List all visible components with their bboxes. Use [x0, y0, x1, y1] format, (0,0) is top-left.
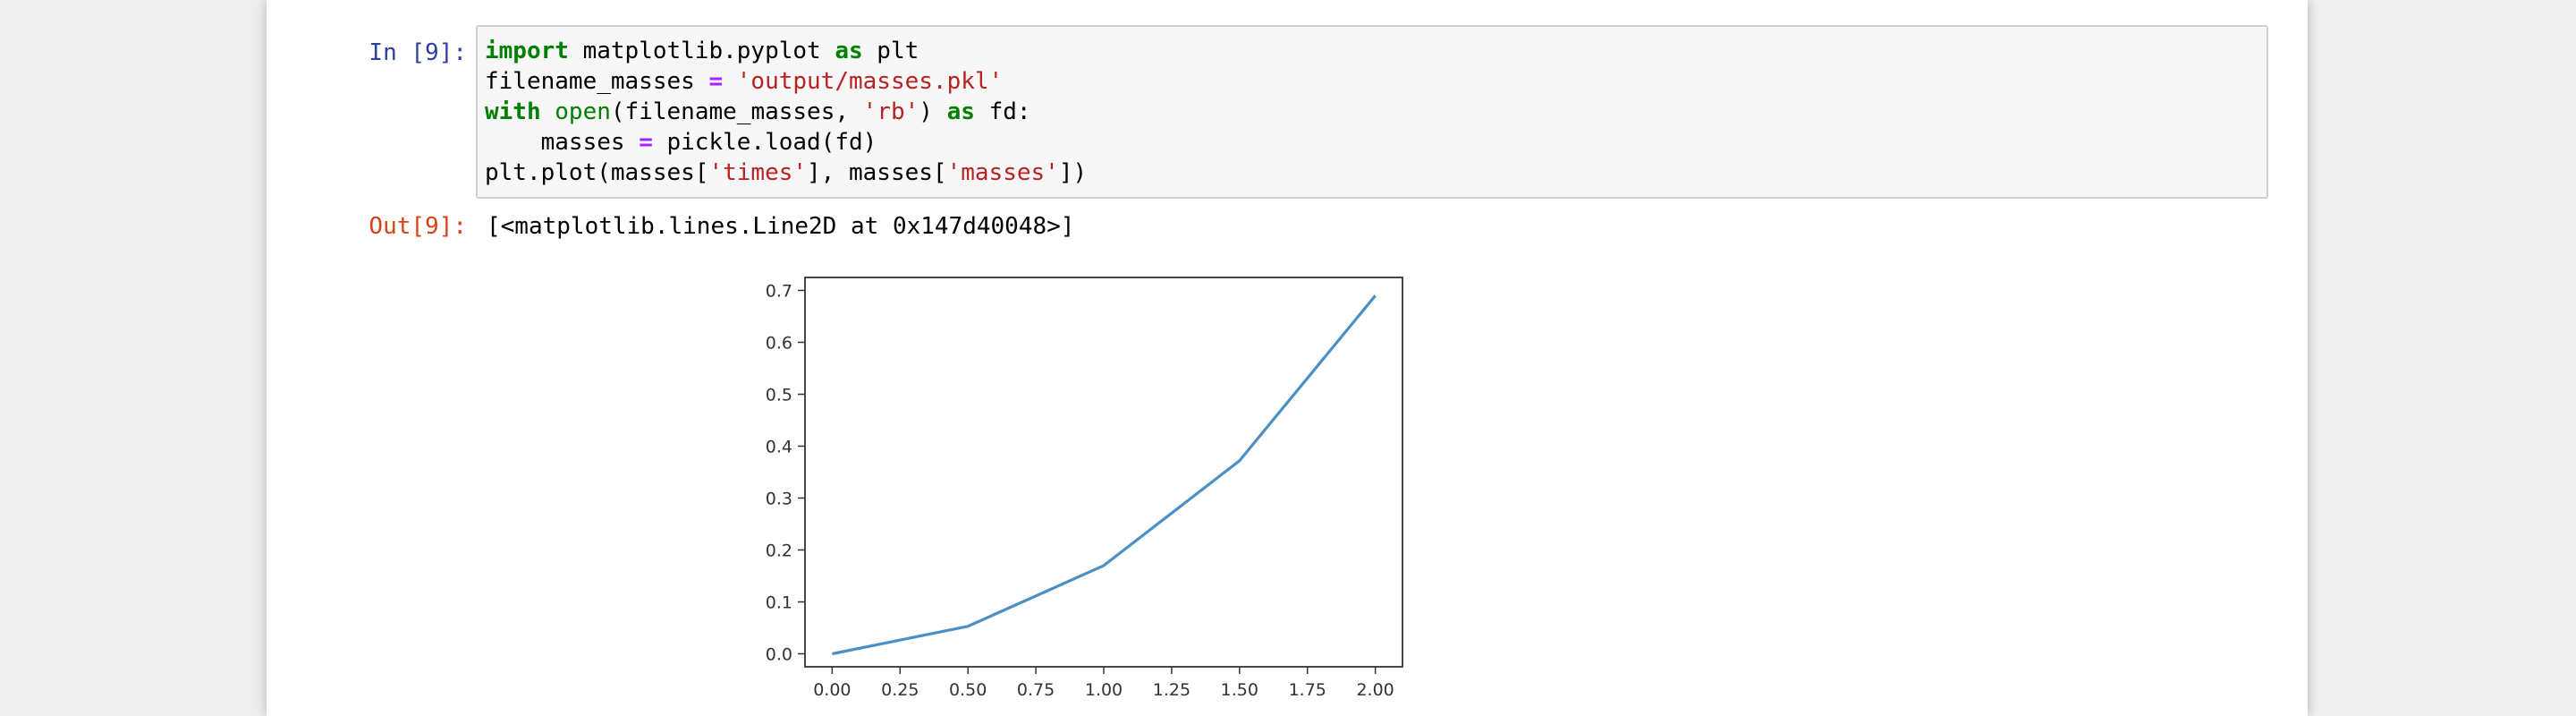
string-literal: 'masses': [946, 159, 1059, 186]
output-prompt: Out[9]:: [369, 213, 467, 240]
line-chart: 0.00 0.25 0.50 0.75 1.00 1.25 1.50 1.75 2.00 0.0 0…: [766, 277, 1403, 700]
code-line-5: plt.plot(masses['times'], masses['masses…: [485, 159, 1087, 186]
x-tick-label: 0.50: [949, 680, 987, 700]
operator-assign: =: [639, 129, 653, 156]
code-tail: fd:: [974, 98, 1031, 125]
keyword-as: as: [835, 38, 863, 64]
code-line-3: with open(filename_masses, 'rb') as fd:: [485, 98, 1031, 125]
code-segment: ]): [1058, 159, 1088, 186]
x-tick-label: 1.50: [1221, 680, 1258, 700]
y-tick-label: 0.0: [766, 645, 792, 665]
code-cell-input[interactable]: import matplotlib.pyplot as plt filename…: [476, 25, 2268, 199]
x-tick-label: 1.00: [1085, 680, 1123, 700]
code-tail: pickle.load(fd): [652, 129, 877, 156]
call-args: (filename_masses,: [610, 98, 863, 125]
input-prompt: In [9]:: [369, 39, 467, 66]
module-alias: plt: [862, 38, 919, 64]
builtin-open: open: [555, 98, 611, 125]
string-literal: 'rb': [862, 98, 919, 125]
module-name: matplotlib.pyplot: [568, 38, 835, 64]
output-text: [<matplotlib.lines.Line2D at 0x147d40048…: [487, 213, 1075, 240]
x-tick-label: 0.25: [881, 680, 919, 700]
variable-name: filename_masses: [485, 68, 709, 95]
y-tick-label: 0.1: [766, 593, 792, 613]
variable-name: masses: [485, 129, 640, 156]
code-editor[interactable]: import matplotlib.pyplot as plt filename…: [485, 36, 1087, 188]
plot-frame: [804, 277, 1403, 668]
keyword-with: with: [485, 98, 541, 125]
x-tick-label: 1.75: [1289, 680, 1326, 700]
call-args: ): [919, 98, 947, 125]
code-segment: ], masses[: [807, 159, 947, 186]
code-segment: plt.plot(masses[: [485, 159, 709, 186]
series-line: [832, 294, 1377, 656]
notebook-page: In [9]: import matplotlib.pyplot as plt …: [267, 0, 2308, 716]
keyword-import: import: [485, 38, 569, 64]
y-tick-label: 0.2: [766, 541, 792, 561]
y-tick-label: 0.7: [766, 282, 792, 302]
code-line-4: masses = pickle.load(fd): [485, 129, 877, 156]
string-literal: 'output/masses.pkl': [736, 68, 1004, 95]
y-tick-label: 0.4: [766, 438, 792, 457]
whitespace: [541, 98, 555, 125]
x-tick-label: 2.00: [1356, 680, 1394, 700]
y-tick-label: 0.6: [766, 334, 792, 354]
keyword-as: as: [946, 98, 975, 125]
code-line-2: filename_masses = 'output/masses.pkl': [485, 68, 1003, 95]
code-line-1: import matplotlib.pyplot as plt: [485, 38, 919, 64]
x-tick-label: 0.00: [813, 680, 851, 700]
operator-assign: =: [708, 68, 724, 95]
whitespace: [723, 68, 737, 95]
y-tick-label: 0.5: [766, 386, 792, 405]
string-literal: 'times': [708, 159, 808, 186]
y-tick-label: 0.3: [766, 490, 792, 509]
x-tick-label: 0.75: [1017, 680, 1055, 700]
x-tick-label: 1.25: [1153, 680, 1191, 700]
